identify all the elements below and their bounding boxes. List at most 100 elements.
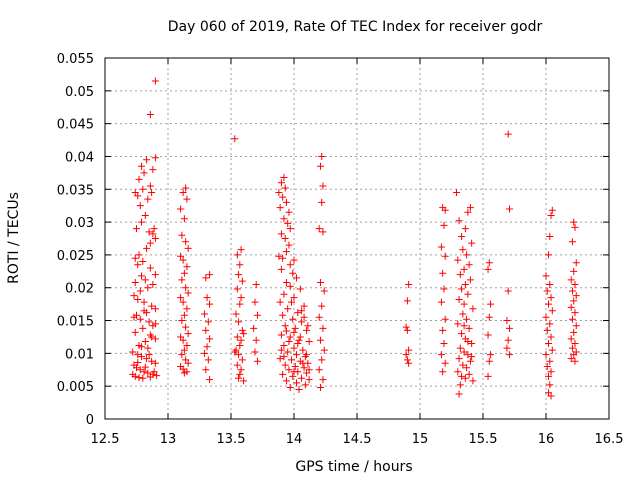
data-point bbox=[469, 377, 477, 385]
data-point bbox=[251, 348, 259, 356]
data-point bbox=[203, 294, 211, 302]
data-point bbox=[572, 292, 580, 300]
data-point bbox=[547, 212, 555, 220]
data-point bbox=[178, 317, 186, 325]
data-point bbox=[285, 208, 293, 216]
data-point bbox=[183, 195, 191, 203]
data-point bbox=[567, 355, 575, 363]
data-point bbox=[505, 351, 513, 359]
data-point bbox=[280, 341, 288, 349]
data-point bbox=[571, 280, 579, 288]
data-point bbox=[568, 287, 576, 295]
data-point bbox=[290, 328, 298, 336]
data-point bbox=[178, 231, 186, 239]
data-point bbox=[572, 259, 580, 267]
data-point bbox=[233, 361, 241, 369]
data-point bbox=[140, 298, 148, 306]
y-tick-label: 0 bbox=[86, 413, 94, 428]
data-point bbox=[182, 284, 190, 292]
data-point bbox=[295, 336, 303, 344]
data-point bbox=[235, 374, 243, 382]
data-point bbox=[303, 351, 311, 359]
data-point bbox=[240, 330, 248, 338]
data-point bbox=[151, 271, 159, 279]
data-point bbox=[182, 184, 190, 192]
data-point bbox=[545, 340, 553, 348]
data-point bbox=[280, 290, 288, 298]
data-point bbox=[179, 256, 187, 264]
data-point bbox=[238, 277, 246, 285]
data-point bbox=[286, 261, 294, 269]
y-tick-label: 0.025 bbox=[57, 249, 94, 264]
data-point bbox=[484, 372, 492, 380]
data-point bbox=[279, 254, 287, 262]
data-point bbox=[232, 310, 240, 318]
data-point bbox=[454, 256, 462, 264]
data-point bbox=[204, 318, 212, 326]
data-point bbox=[460, 322, 468, 330]
data-point bbox=[320, 346, 328, 354]
y-tick-label: 0.055 bbox=[57, 52, 94, 67]
data-point bbox=[151, 235, 159, 242]
data-point bbox=[183, 263, 191, 271]
data-point bbox=[441, 252, 449, 260]
data-point bbox=[138, 272, 146, 280]
data-point bbox=[277, 346, 285, 354]
data-point bbox=[545, 372, 553, 380]
data-point bbox=[570, 297, 578, 305]
data-point bbox=[180, 369, 188, 377]
data-point bbox=[282, 327, 290, 335]
data-point bbox=[466, 357, 474, 365]
data-point bbox=[289, 372, 297, 380]
data-point bbox=[543, 326, 551, 334]
data-point bbox=[504, 287, 512, 295]
data-point bbox=[178, 351, 186, 359]
data-point bbox=[134, 296, 142, 304]
data-point bbox=[139, 185, 147, 193]
data-point bbox=[136, 287, 144, 295]
data-point bbox=[455, 296, 463, 304]
data-point bbox=[178, 276, 186, 284]
data-point bbox=[458, 372, 466, 380]
data-point bbox=[145, 228, 153, 236]
data-point bbox=[250, 324, 258, 332]
data-point bbox=[253, 357, 261, 365]
data-point bbox=[151, 335, 159, 343]
data-point bbox=[130, 313, 138, 321]
data-point bbox=[567, 303, 575, 311]
data-point bbox=[289, 269, 297, 277]
data-point bbox=[131, 328, 139, 336]
data-point bbox=[201, 349, 209, 357]
data-point bbox=[279, 311, 287, 319]
data-point bbox=[138, 218, 146, 226]
data-point bbox=[460, 265, 468, 273]
data-point bbox=[141, 363, 149, 371]
data-point bbox=[206, 376, 214, 384]
data-point bbox=[141, 212, 149, 220]
data-point bbox=[466, 204, 474, 212]
data-point bbox=[253, 311, 261, 319]
data-point bbox=[129, 348, 137, 356]
data-point bbox=[180, 346, 188, 354]
data-point bbox=[437, 243, 445, 251]
data-point bbox=[468, 353, 476, 361]
data-point bbox=[131, 278, 139, 286]
data-point bbox=[235, 318, 243, 326]
data-point bbox=[545, 251, 553, 259]
data-point bbox=[315, 225, 323, 233]
data-point bbox=[503, 344, 511, 352]
data-point bbox=[146, 182, 154, 190]
data-point bbox=[315, 366, 323, 374]
data-point bbox=[543, 287, 551, 295]
data-point bbox=[183, 305, 191, 313]
data-point bbox=[405, 280, 413, 288]
data-point bbox=[570, 351, 578, 359]
data-point bbox=[571, 223, 579, 231]
data-point bbox=[183, 341, 191, 349]
data-point bbox=[546, 357, 554, 365]
data-point bbox=[299, 359, 307, 367]
data-point bbox=[134, 359, 142, 367]
data-point bbox=[571, 309, 579, 317]
data-point bbox=[315, 313, 323, 321]
data-point bbox=[290, 344, 298, 352]
